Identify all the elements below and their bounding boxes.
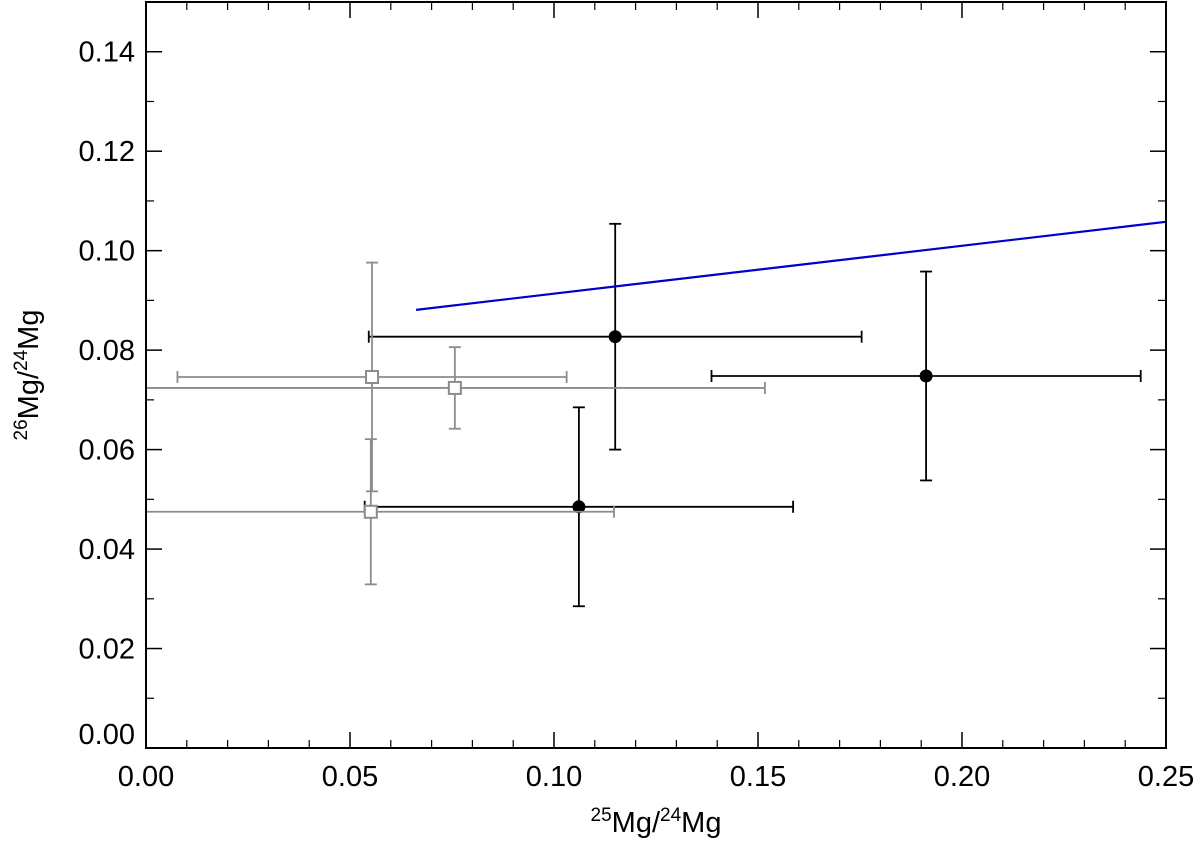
superscript: 24 [660,805,682,826]
data-point [572,500,586,514]
label-text: Mg [13,310,45,350]
superscript: 25 [591,805,612,826]
x-tick-label: 0.15 [730,761,786,793]
data-point [447,380,462,395]
x-tick-label: 0.10 [526,761,582,793]
label-text: Mg/ [13,370,45,419]
y-tick-label: 0.00 [79,719,135,751]
data-point [919,369,933,383]
x-tick-label: 0.20 [934,761,990,793]
data-point [363,504,378,519]
x-tick-label: 0.05 [322,761,378,793]
plot-area [146,220,1166,608]
y-tick-label: 0.08 [79,335,135,367]
model-line [415,220,1166,311]
y-tick-label: 0.06 [79,435,135,467]
data-point [365,369,380,384]
superscript: 26 [11,419,32,440]
x-tick-label: 0.25 [1138,761,1194,793]
superscript: 24 [11,349,32,371]
y-tick-label: 0.10 [79,236,135,268]
label-text: Mg/ [612,807,661,839]
x-axis-label: 25Mg/24Mg [591,805,722,839]
data-point [608,330,622,344]
y-tick-label: 0.12 [79,136,135,168]
y-axis-label: 26Mg/24Mg [11,310,45,441]
y-tick-label: 0.02 [79,634,135,666]
y-tick-label: 0.14 [79,37,135,69]
axes-frame [145,1,1167,749]
y-tick-label: 0.04 [79,534,135,566]
x-tick-label: 0.00 [118,761,174,793]
label-text: Mg [681,807,721,839]
